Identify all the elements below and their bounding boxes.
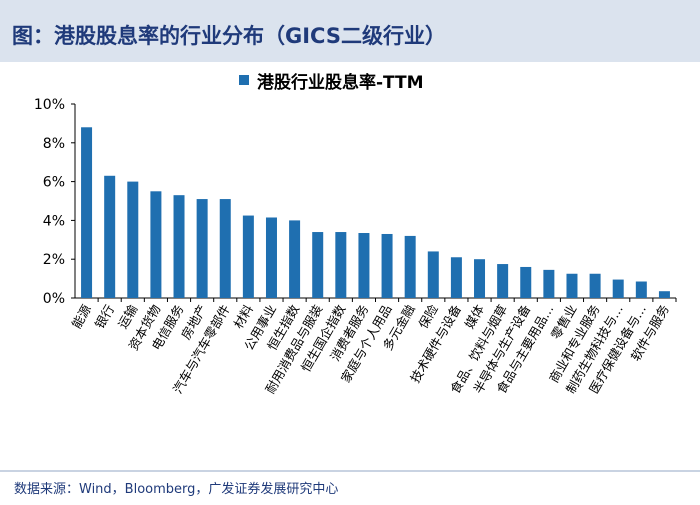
y-tick-label: 2% xyxy=(43,252,65,268)
bar xyxy=(450,257,462,298)
bar xyxy=(127,181,139,298)
y-tick-label: 6% xyxy=(43,175,65,191)
bottom-divider xyxy=(0,470,700,472)
y-tick-label: 4% xyxy=(43,213,65,229)
bar xyxy=(427,251,439,298)
y-tick-label: 0% xyxy=(43,291,65,307)
bar xyxy=(589,273,601,298)
bar xyxy=(404,235,416,298)
y-tick-label: 10% xyxy=(34,97,65,113)
bar xyxy=(219,199,231,298)
bar xyxy=(474,259,486,298)
bar xyxy=(566,273,578,298)
bar xyxy=(196,199,208,298)
chart-legend: 港股行业股息率-TTM xyxy=(239,70,424,93)
bar xyxy=(543,269,555,298)
bar xyxy=(150,191,162,298)
bar xyxy=(358,233,370,298)
bar xyxy=(104,175,116,298)
bar-chart: 0%2%4%6%8%10%能源银行运输资本货物电信服务房地产汽车与汽车零部件材料… xyxy=(34,97,677,396)
bar xyxy=(520,266,532,298)
bar xyxy=(242,215,254,298)
legend-swatch xyxy=(239,75,249,85)
bar xyxy=(635,281,647,298)
bar xyxy=(381,233,393,298)
y-tick-label: 8% xyxy=(43,136,65,152)
x-tick-label: 银行 xyxy=(92,302,117,331)
source-note: 数据来源：Wind，Bloomberg，广发证券发展研究中心 xyxy=(14,482,339,497)
bar xyxy=(335,232,347,298)
bar xyxy=(289,220,301,298)
bar xyxy=(312,232,324,298)
bar xyxy=(173,195,185,298)
bar xyxy=(265,217,277,298)
bar xyxy=(497,264,509,298)
bar xyxy=(612,279,624,298)
x-tick-label: 能源 xyxy=(69,302,95,332)
bar xyxy=(658,291,670,298)
bar xyxy=(81,127,93,298)
legend-label: 港股行业股息率-TTM xyxy=(257,72,424,93)
header-title: 图：港股股息率的行业分布（GICS二级行业） xyxy=(0,0,700,62)
